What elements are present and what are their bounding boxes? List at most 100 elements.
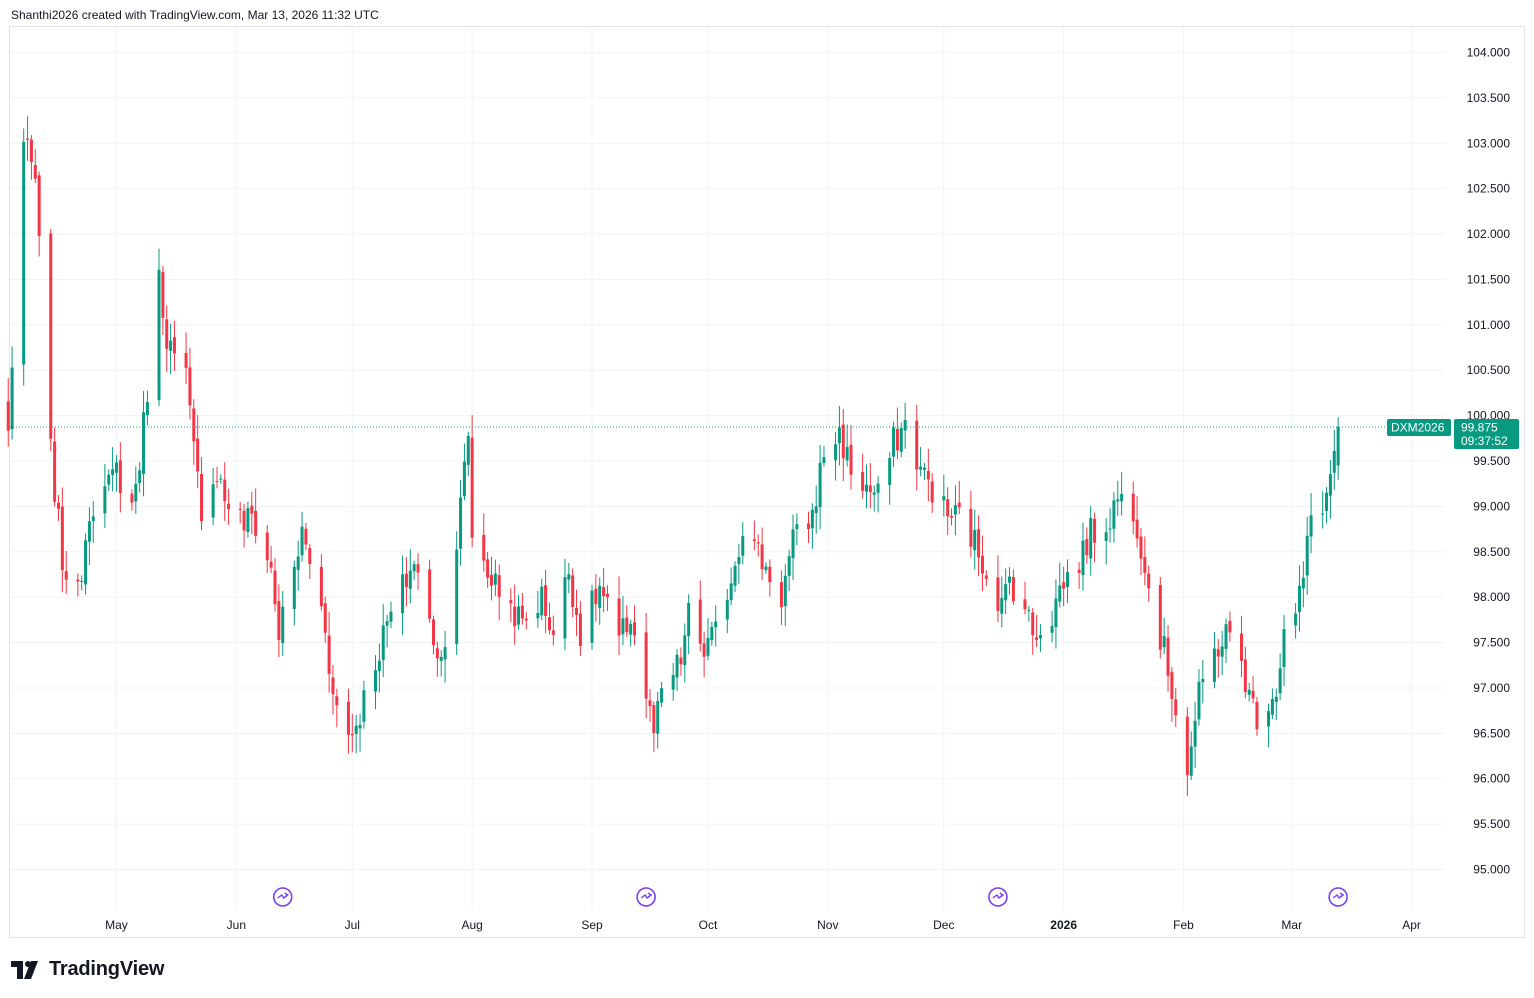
economic-event-icon[interactable]: [988, 887, 1008, 907]
candle: [977, 515, 981, 577]
candle: [304, 523, 308, 551]
candle: [443, 630, 447, 683]
time-tick-label: Nov: [817, 918, 838, 932]
price-tick-label: 104.000: [1467, 46, 1511, 60]
symbol-tag: [1387, 418, 1451, 436]
candle: [922, 462, 926, 480]
candle: [250, 491, 254, 535]
candle: [648, 689, 652, 722]
candle: [892, 421, 896, 467]
economic-event-icon[interactable]: [272, 887, 293, 907]
candle: [1201, 659, 1205, 704]
candle: [29, 135, 33, 180]
candlestick-chart[interactable]: 95.000 95.500 96.000 96.500 97.000 97.500 98.0…: [0, 0, 1534, 958]
candle: [76, 573, 80, 597]
candle: [1143, 536, 1147, 586]
candle: [841, 409, 845, 481]
candle: [984, 570, 988, 587]
candle: [876, 476, 880, 513]
candle: [787, 549, 791, 592]
time-tick-label: 2026: [1050, 918, 1077, 932]
candle: [1011, 569, 1015, 605]
candle: [1093, 512, 1097, 563]
candle: [84, 533, 88, 595]
candle: [1062, 566, 1066, 607]
candle: [281, 591, 285, 656]
candle: [946, 487, 950, 536]
candle: [524, 611, 528, 630]
tradingview-logo[interactable]: TradingView: [11, 958, 164, 981]
candle: [973, 509, 977, 570]
candle: [227, 488, 231, 525]
candle: [416, 553, 420, 590]
candle: [575, 589, 579, 636]
candle: [87, 507, 91, 566]
candle: [930, 472, 934, 513]
candle: [1282, 614, 1286, 687]
candle: [547, 602, 551, 635]
candle: [192, 399, 196, 465]
candle: [1038, 624, 1042, 652]
time-tick-label: Jun: [227, 918, 246, 932]
candle: [22, 128, 26, 386]
candle: [1297, 565, 1301, 632]
candle: [675, 649, 679, 691]
candle: [629, 619, 633, 647]
candle: [571, 568, 575, 618]
time-tick-label: Jul: [345, 918, 360, 932]
candle: [10, 346, 14, 440]
candle: [1216, 638, 1220, 678]
candle: [980, 535, 984, 592]
candle: [1050, 610, 1054, 643]
candle: [435, 641, 439, 677]
price-tick-label: 95.000: [1473, 863, 1510, 877]
candle: [768, 559, 772, 597]
price-axis[interactable]: 95.000 95.500 96.000 96.500 97.000 97.500 98.0…: [1467, 46, 1511, 877]
candle: [1104, 517, 1108, 565]
economic-event-icon[interactable]: [1328, 887, 1348, 907]
candle: [1135, 496, 1139, 548]
price-tick-label: 103.500: [1467, 91, 1511, 105]
candle: [791, 514, 795, 580]
candle: [656, 691, 660, 749]
candle: [714, 605, 718, 647]
time-axis[interactable]: May Jun Jul Aug Sep Oct Nov Dec 2026 Feb Mar Apr: [105, 918, 1421, 932]
candle: [431, 615, 435, 655]
economic-event-icon[interactable]: [636, 887, 656, 907]
candle: [1004, 568, 1008, 615]
candle: [868, 463, 872, 509]
candle: [211, 467, 215, 526]
candle: [1243, 646, 1247, 699]
candle: [1309, 493, 1313, 554]
candle: [1000, 576, 1004, 628]
candle: [157, 248, 161, 407]
candle: [308, 543, 312, 579]
chart-frame[interactable]: [9, 26, 1525, 938]
time-tick-label: Sep: [581, 918, 603, 932]
candle: [733, 561, 737, 593]
candle: [1147, 565, 1151, 602]
candle: [246, 501, 250, 538]
price-tag-value: 99.875: [1461, 420, 1498, 434]
price-tick-label: 98.500: [1473, 545, 1510, 559]
candle: [1131, 481, 1135, 535]
candle: [536, 590, 540, 628]
candle: [1274, 688, 1278, 721]
candle: [683, 623, 687, 683]
price-tick-label: 103.000: [1467, 136, 1511, 150]
price-tick-label: 101.000: [1467, 318, 1511, 332]
candle: [493, 559, 497, 597]
candle: [969, 490, 973, 558]
candle: [219, 474, 223, 484]
candle: [327, 612, 331, 693]
candle: [242, 504, 246, 548]
candle: [439, 650, 443, 677]
candle: [489, 556, 493, 601]
candle: [698, 580, 702, 652]
candle: [540, 578, 544, 621]
candle: [428, 559, 432, 623]
time-tick-label: Feb: [1173, 918, 1194, 932]
candle: [950, 508, 954, 526]
candle: [1008, 567, 1012, 595]
candle: [254, 488, 258, 544]
